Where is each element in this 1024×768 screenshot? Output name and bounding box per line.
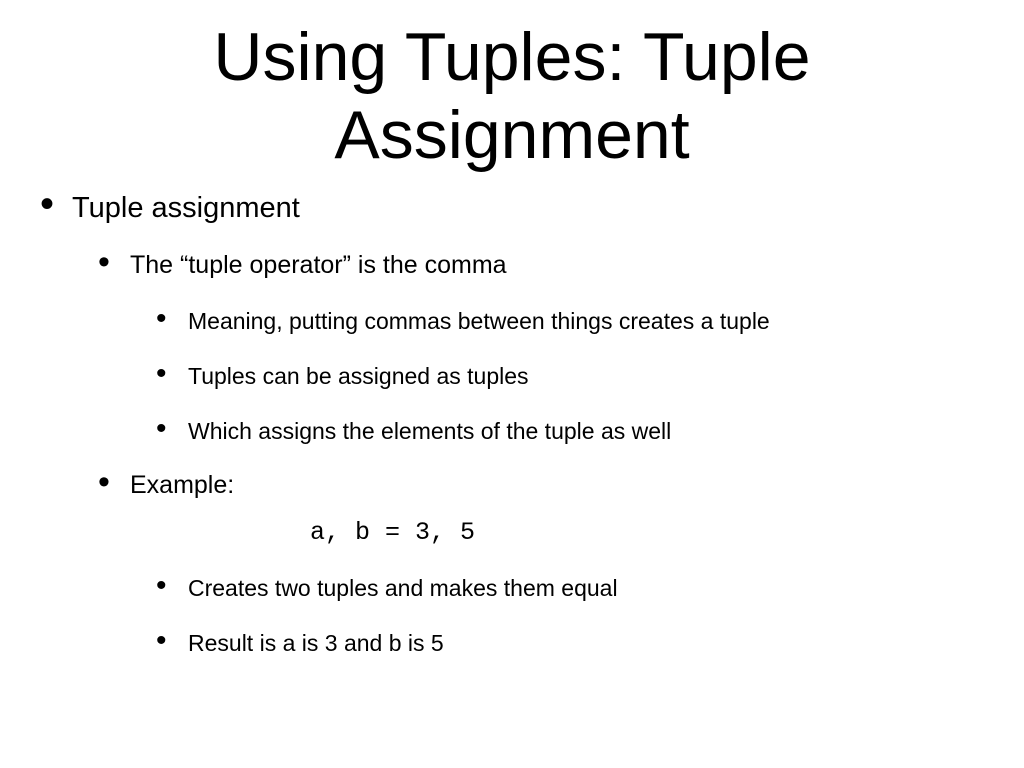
list-item: Result is a is 3 and b is 5 — [130, 630, 1024, 657]
list-item: The “tuple operator” is the comma Meanin… — [72, 251, 1024, 445]
bullet-list-level-3: Creates two tuples and makes them equal … — [130, 575, 1024, 657]
bullet-text: Tuple assignment — [72, 192, 300, 224]
bullet-text: Creates two tuples and makes them equal — [188, 575, 618, 601]
slide: Using Tuples: Tuple Assignment Tuple ass… — [0, 0, 1024, 768]
list-item: Which assigns the elements of the tuple … — [130, 418, 1024, 445]
bullet-text: Result is a is 3 and b is 5 — [188, 630, 444, 656]
bullet-text: Meaning, putting commas between things c… — [188, 308, 770, 334]
list-item: Meaning, putting commas between things c… — [130, 308, 1024, 335]
list-item: Example: a, b = 3, 5 Creates two tuples … — [72, 471, 1024, 657]
code-example: a, b = 3, 5 — [310, 518, 1024, 547]
list-item: Tuple assignment The “tuple operator” is… — [0, 192, 1024, 657]
title-line-1: Using Tuples: Tuple — [213, 19, 810, 95]
bullet-text: Which assigns the elements of the tuple … — [188, 418, 671, 444]
bullet-list-level-2: The “tuple operator” is the comma Meanin… — [72, 251, 1024, 657]
title-line-2: Assignment — [334, 97, 689, 173]
bullet-list-level-3: Meaning, putting commas between things c… — [130, 308, 1024, 445]
bullet-text: Example: — [130, 471, 234, 499]
list-item: Tuples can be assigned as tuples — [130, 363, 1024, 390]
bullet-text: The “tuple operator” is the comma — [130, 251, 507, 279]
slide-title: Using Tuples: Tuple Assignment — [0, 0, 1024, 184]
list-item: Creates two tuples and makes them equal — [130, 575, 1024, 602]
bullet-list-level-1: Tuple assignment The “tuple operator” is… — [0, 192, 1024, 657]
bullet-text: Tuples can be assigned as tuples — [188, 363, 529, 389]
